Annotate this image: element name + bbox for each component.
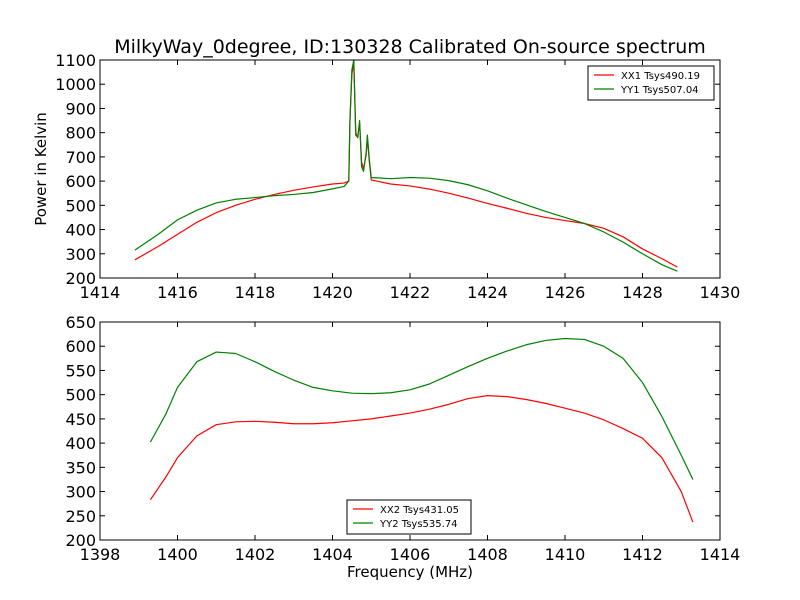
x-tick-label: 1430 bbox=[700, 283, 741, 302]
y-tick-label: 600 bbox=[65, 172, 96, 191]
y-tick-label: 1000 bbox=[55, 75, 96, 94]
x-tick-label: 1406 bbox=[390, 545, 431, 564]
legend-box bbox=[587, 65, 715, 101]
legend-label: XX1 Tsys490.19 bbox=[621, 71, 700, 82]
x-tick-label: 1408 bbox=[467, 545, 508, 564]
y-tick-label: 800 bbox=[65, 124, 96, 143]
x-tick-label: 1424 bbox=[467, 283, 508, 302]
x-tick-label: 1414 bbox=[700, 545, 741, 564]
y-tick-label: 550 bbox=[65, 361, 96, 380]
y-tick-label: 500 bbox=[65, 386, 96, 405]
x-tick-label: 1420 bbox=[312, 283, 353, 302]
y-tick-label: 600 bbox=[65, 337, 96, 356]
x-tick-label: 1398 bbox=[80, 545, 121, 564]
x-tick-label: 1412 bbox=[622, 545, 663, 564]
y-tick-label: 1100 bbox=[55, 51, 96, 70]
series-line-red bbox=[149, 395, 694, 523]
x-tick-label: 1416 bbox=[157, 283, 198, 302]
y-tick-label: 400 bbox=[65, 221, 96, 240]
y-tick-label: 400 bbox=[65, 434, 96, 453]
y-tick-label: 500 bbox=[65, 196, 96, 215]
y-axis-label: Power in Kelvin bbox=[32, 112, 50, 226]
x-axis-label: Frequency (MHz) bbox=[347, 563, 473, 581]
x-tick-label: 1422 bbox=[390, 283, 431, 302]
y-tick-label: 650 bbox=[65, 313, 96, 332]
x-tick-label: 1400 bbox=[157, 545, 198, 564]
y-tick-label: 450 bbox=[65, 410, 96, 429]
x-tick-label: 1410 bbox=[545, 545, 586, 564]
bottom-plot-panel: 1398 1400 1402 1404 1406 1408 1410 1412 1414 200 2… bbox=[65, 313, 740, 564]
y-tick-label: 300 bbox=[65, 245, 96, 264]
y-tick-label: 200 bbox=[65, 531, 96, 550]
legend-label: XX2 Tsys431.05 bbox=[380, 505, 459, 516]
legend: XX1 Tsys490.19 YY1 Tsys507.04 bbox=[587, 65, 715, 101]
y-tick-label: 200 bbox=[65, 269, 96, 288]
x-tick-label: 1402 bbox=[235, 545, 276, 564]
x-tick-label: 1404 bbox=[312, 545, 353, 564]
legend: XX2 Tsys431.05 YY2 Tsys535.74 bbox=[346, 499, 472, 535]
y-tick-label: 700 bbox=[65, 148, 96, 167]
y-tick-label: 350 bbox=[65, 458, 96, 477]
series-line-green bbox=[134, 60, 678, 272]
legend-box bbox=[346, 499, 472, 535]
y-tick-label: 250 bbox=[65, 507, 96, 526]
x-tick-label: 1414 bbox=[80, 283, 121, 302]
legend-label: YY1 Tsys507.04 bbox=[620, 85, 699, 96]
x-tick-label: 1428 bbox=[622, 283, 663, 302]
y-tick-label: 900 bbox=[65, 99, 96, 118]
top-plot-panel: 1414 1416 1418 1420 1422 1424 1426 1428 1430 200 3… bbox=[55, 51, 740, 302]
chart-title: MilkyWay_0degree, ID:130328 Calibrated O… bbox=[114, 36, 706, 58]
x-tick-label: 1426 bbox=[545, 283, 586, 302]
y-tick-label: 300 bbox=[65, 483, 96, 502]
x-tick-label: 1418 bbox=[235, 283, 276, 302]
legend-label: YY2 Tsys535.74 bbox=[379, 519, 458, 530]
series-line-green bbox=[149, 337, 694, 480]
